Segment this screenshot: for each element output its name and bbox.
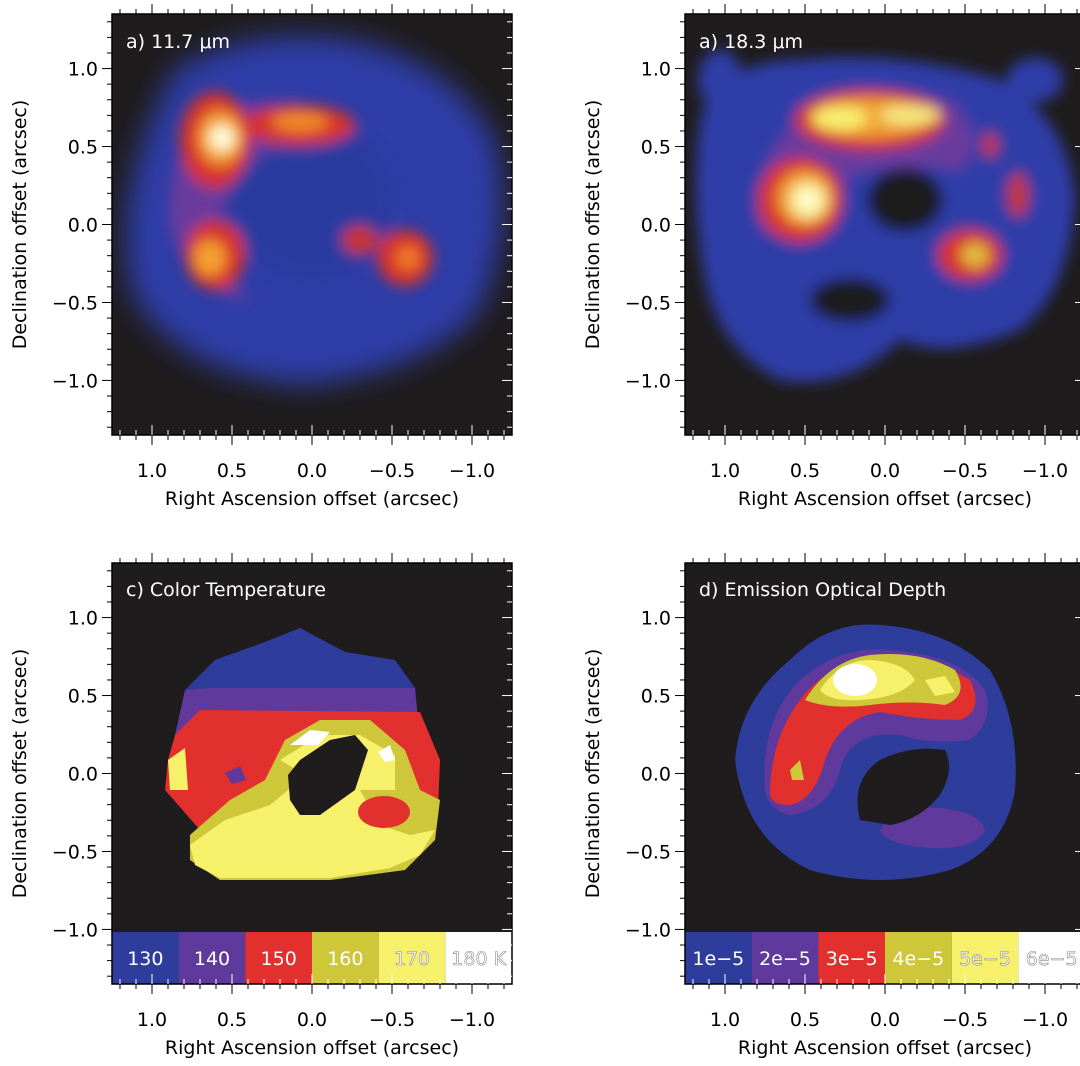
panel-b-18um: a) 18.3 μm 1.0 0.5 0.0 −0.5 −1.0 1.0 0.5 0.0 −0.… bbox=[582, 4, 1080, 510]
intensity-map-a bbox=[126, 36, 503, 385]
panel-c-title: c) Color Temperature bbox=[126, 579, 326, 601]
legend-swatch bbox=[685, 932, 752, 984]
y-tick-label: 0.5 bbox=[68, 137, 98, 159]
legend-swatch bbox=[818, 932, 885, 984]
optical-depth-legend: 1e−5 2e−5 3e−5 4e−5 5e−5 6e−5 bbox=[685, 932, 1080, 984]
legend-swatch bbox=[245, 932, 312, 984]
legend-swatch bbox=[885, 932, 952, 984]
y-axis-label: Declination offset (arcsec) bbox=[582, 649, 604, 899]
x-tick-label: −0.5 bbox=[942, 1009, 988, 1031]
legend-swatch bbox=[445, 932, 512, 984]
y-tick-label: −0.5 bbox=[52, 292, 98, 314]
y-tick-label: 0.5 bbox=[68, 686, 98, 708]
y-tick-label: 1.0 bbox=[641, 59, 671, 81]
legend-swatch bbox=[951, 932, 1019, 984]
legend-label: 3e−5 bbox=[826, 948, 878, 970]
x-tick-label: −1.0 bbox=[449, 1009, 495, 1031]
x-tick-label: 0.5 bbox=[790, 1009, 820, 1031]
axes-c: 1.0 0.5 0.0 −0.5 −1.0 1.0 0.5 0.0 −0.5 −1.0 Right … bbox=[9, 553, 513, 1059]
y-tick-label: 0.0 bbox=[641, 215, 671, 237]
x-tick-label: 0.0 bbox=[297, 460, 327, 482]
x-tick-label: 1.0 bbox=[710, 1009, 740, 1031]
x-tick-label: 0.0 bbox=[870, 460, 900, 482]
y-tick-label: −1.0 bbox=[52, 919, 98, 941]
legend-swatch bbox=[178, 932, 246, 984]
legend-swatch bbox=[112, 932, 179, 984]
temperature-legend: 130 140 150 160 170 180 K bbox=[112, 932, 512, 984]
y-axis-label: Declination offset (arcsec) bbox=[9, 649, 31, 899]
x-tick-label: −1.0 bbox=[449, 460, 495, 482]
x-tick-label: 0.0 bbox=[297, 1009, 327, 1031]
legend-label: 140 bbox=[194, 948, 230, 970]
panel-d-title: d) Emission Optical Depth bbox=[699, 579, 946, 601]
y-tick-label: 1.0 bbox=[68, 608, 98, 630]
intensity-map-b bbox=[696, 50, 1075, 382]
y-tick-label: −0.5 bbox=[52, 841, 98, 863]
legend-label: 180 K bbox=[451, 948, 506, 970]
x-tick-label: −0.5 bbox=[369, 460, 415, 482]
x-tick-label: 1.0 bbox=[710, 460, 740, 482]
panel-a-title: a) 11.7 μm bbox=[126, 31, 230, 53]
x-tick-label: 0.0 bbox=[870, 1009, 900, 1031]
x-tick-label: 0.5 bbox=[217, 460, 247, 482]
temperature-contours bbox=[165, 628, 440, 880]
x-tick-label: 1.0 bbox=[137, 1009, 167, 1031]
legend-label: 160 bbox=[327, 948, 363, 970]
panel-d-optical-depth: d) Emission Optical Depth 1e−5 2e−5 3e−5 4e… bbox=[582, 553, 1080, 1059]
x-tick-label: −0.5 bbox=[369, 1009, 415, 1031]
y-tick-label: 0.5 bbox=[641, 686, 671, 708]
legend-swatch bbox=[751, 932, 819, 984]
axes-d: 1.0 0.5 0.0 −0.5 −1.0 1.0 0.5 0.0 −0.5 −1.0 Right … bbox=[582, 553, 1080, 1059]
legend-label: 150 bbox=[261, 948, 297, 970]
x-axis-label: Right Ascension offset (arcsec) bbox=[738, 1037, 1032, 1059]
legend-label: 4e−5 bbox=[892, 948, 944, 970]
y-tick-label: −1.0 bbox=[52, 370, 98, 392]
y-tick-label: −0.5 bbox=[625, 292, 671, 314]
axes-a: 1.0 0.5 0.0 −0.5 −1.0 1.0 0.5 0.0 −0.5 −1.0 Right … bbox=[9, 4, 513, 510]
y-tick-label: −0.5 bbox=[625, 841, 671, 863]
y-tick-label: 1.0 bbox=[641, 608, 671, 630]
x-axis-label: Right Ascension offset (arcsec) bbox=[738, 488, 1032, 510]
y-tick-label: 0.0 bbox=[641, 764, 671, 786]
legend-label: 5e−5 bbox=[959, 948, 1011, 970]
legend-label: 1e−5 bbox=[692, 948, 744, 970]
y-tick-label: 0.0 bbox=[68, 764, 98, 786]
y-axis-label: Declination offset (arcsec) bbox=[9, 100, 31, 350]
y-tick-label: 0.0 bbox=[68, 215, 98, 237]
panel-c-color-temperature: c) Color Temperature 130 140 150 160 170 180 … bbox=[9, 553, 513, 1059]
x-tick-label: −1.0 bbox=[1022, 460, 1068, 482]
x-axis-label: Right Ascension offset (arcsec) bbox=[165, 1037, 459, 1059]
y-tick-label: 1.0 bbox=[68, 59, 98, 81]
legend-label: 170 bbox=[394, 948, 430, 970]
x-tick-label: −1.0 bbox=[1022, 1009, 1068, 1031]
legend-label: 6e−5 bbox=[1026, 948, 1078, 970]
y-tick-label: −1.0 bbox=[625, 919, 671, 941]
panel-b-title: a) 18.3 μm bbox=[699, 31, 803, 53]
legend-swatch bbox=[312, 932, 379, 984]
x-axis-label: Right Ascension offset (arcsec) bbox=[165, 488, 459, 510]
legend-label: 2e−5 bbox=[759, 948, 811, 970]
x-tick-label: 1.0 bbox=[137, 460, 167, 482]
y-tick-label: 0.5 bbox=[641, 137, 671, 159]
x-tick-label: 0.5 bbox=[217, 1009, 247, 1031]
panel-a-11um: a) 11.7 μm 1.0 0.5 0.0 −0.5 −1.0 1.0 0.5 0.0 −0.… bbox=[9, 4, 513, 510]
y-axis-label: Declination offset (arcsec) bbox=[582, 100, 604, 350]
y-tick-label: −1.0 bbox=[625, 370, 671, 392]
legend-label: 130 bbox=[127, 948, 163, 970]
x-tick-label: 0.5 bbox=[790, 460, 820, 482]
x-tick-label: −0.5 bbox=[942, 460, 988, 482]
axes-b: 1.0 0.5 0.0 −0.5 −1.0 1.0 0.5 0.0 −0.5 −1.0 Right … bbox=[582, 4, 1080, 510]
legend-swatch bbox=[378, 932, 446, 984]
optical-depth-contours bbox=[735, 624, 1016, 880]
legend-swatch bbox=[1018, 932, 1080, 984]
